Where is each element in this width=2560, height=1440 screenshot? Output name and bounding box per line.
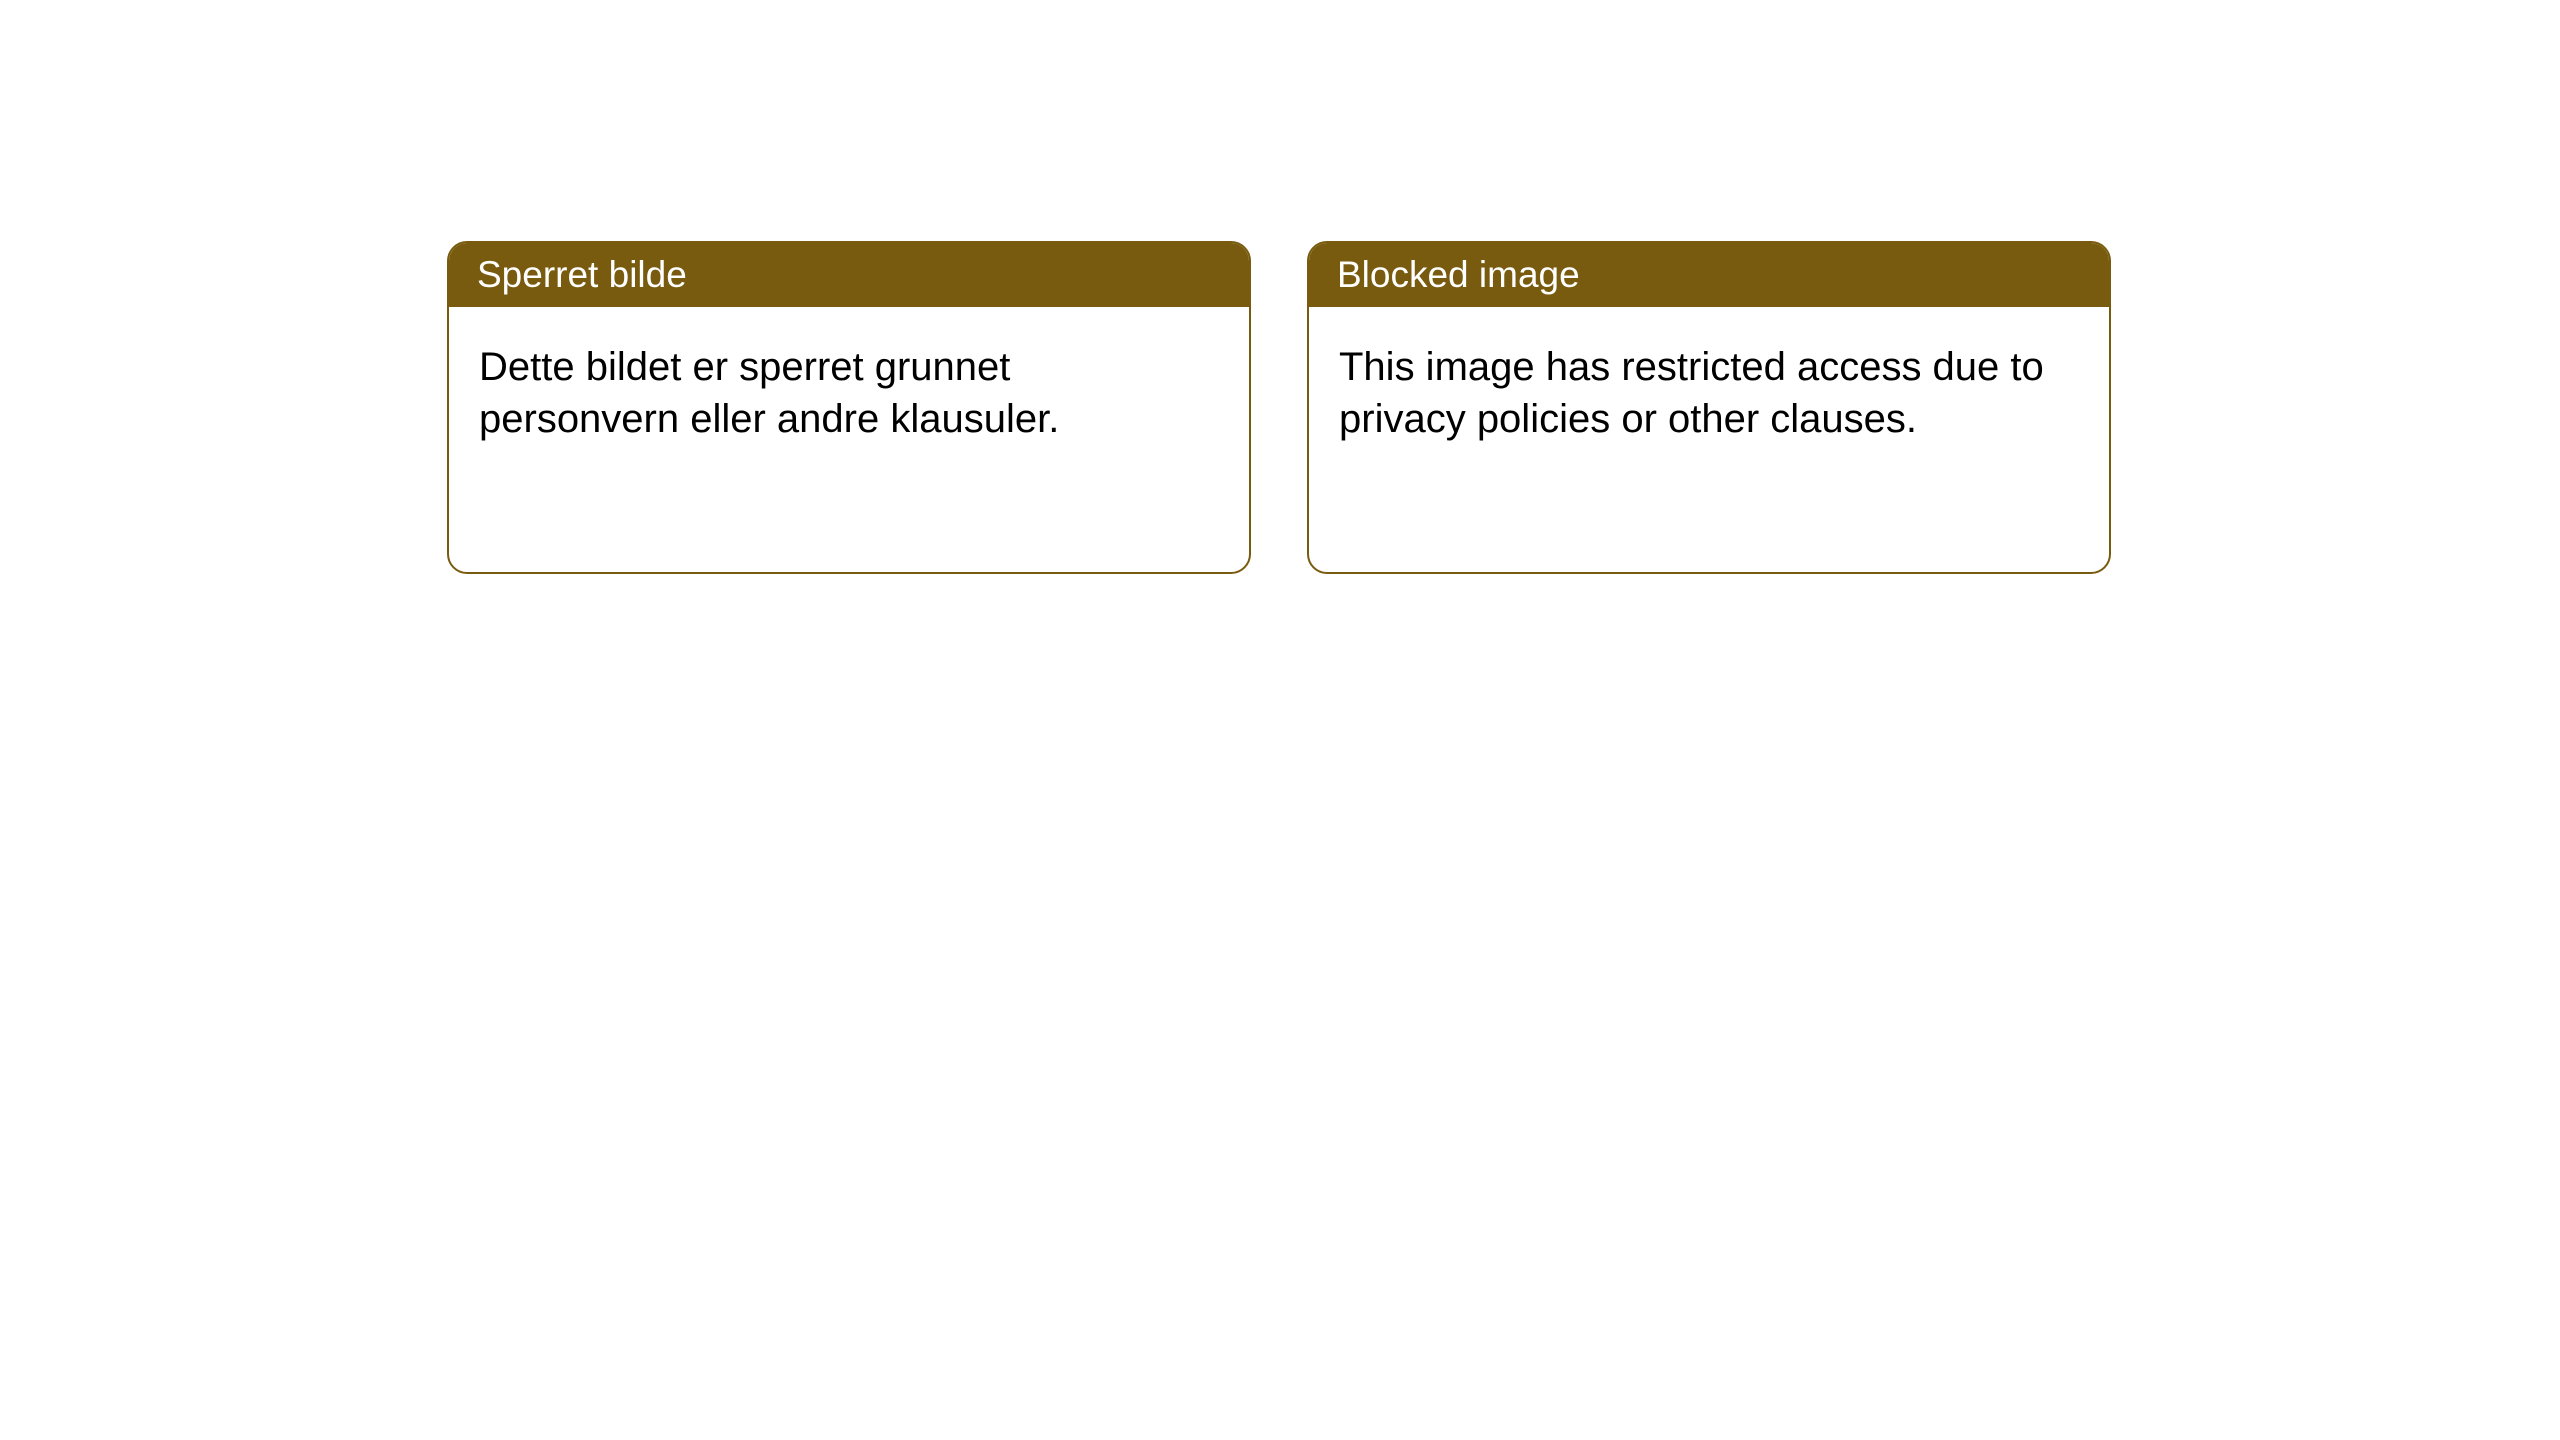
- notice-card-english: Blocked image This image has restricted …: [1307, 241, 2111, 574]
- notice-card-norwegian: Sperret bilde Dette bildet er sperret gr…: [447, 241, 1251, 574]
- notice-title-norwegian: Sperret bilde: [449, 243, 1249, 307]
- notice-body-english: This image has restricted access due to …: [1309, 307, 2109, 479]
- notice-title-english: Blocked image: [1309, 243, 2109, 307]
- notice-body-norwegian: Dette bildet er sperret grunnet personve…: [449, 307, 1249, 479]
- notice-container: Sperret bilde Dette bildet er sperret gr…: [0, 0, 2560, 574]
